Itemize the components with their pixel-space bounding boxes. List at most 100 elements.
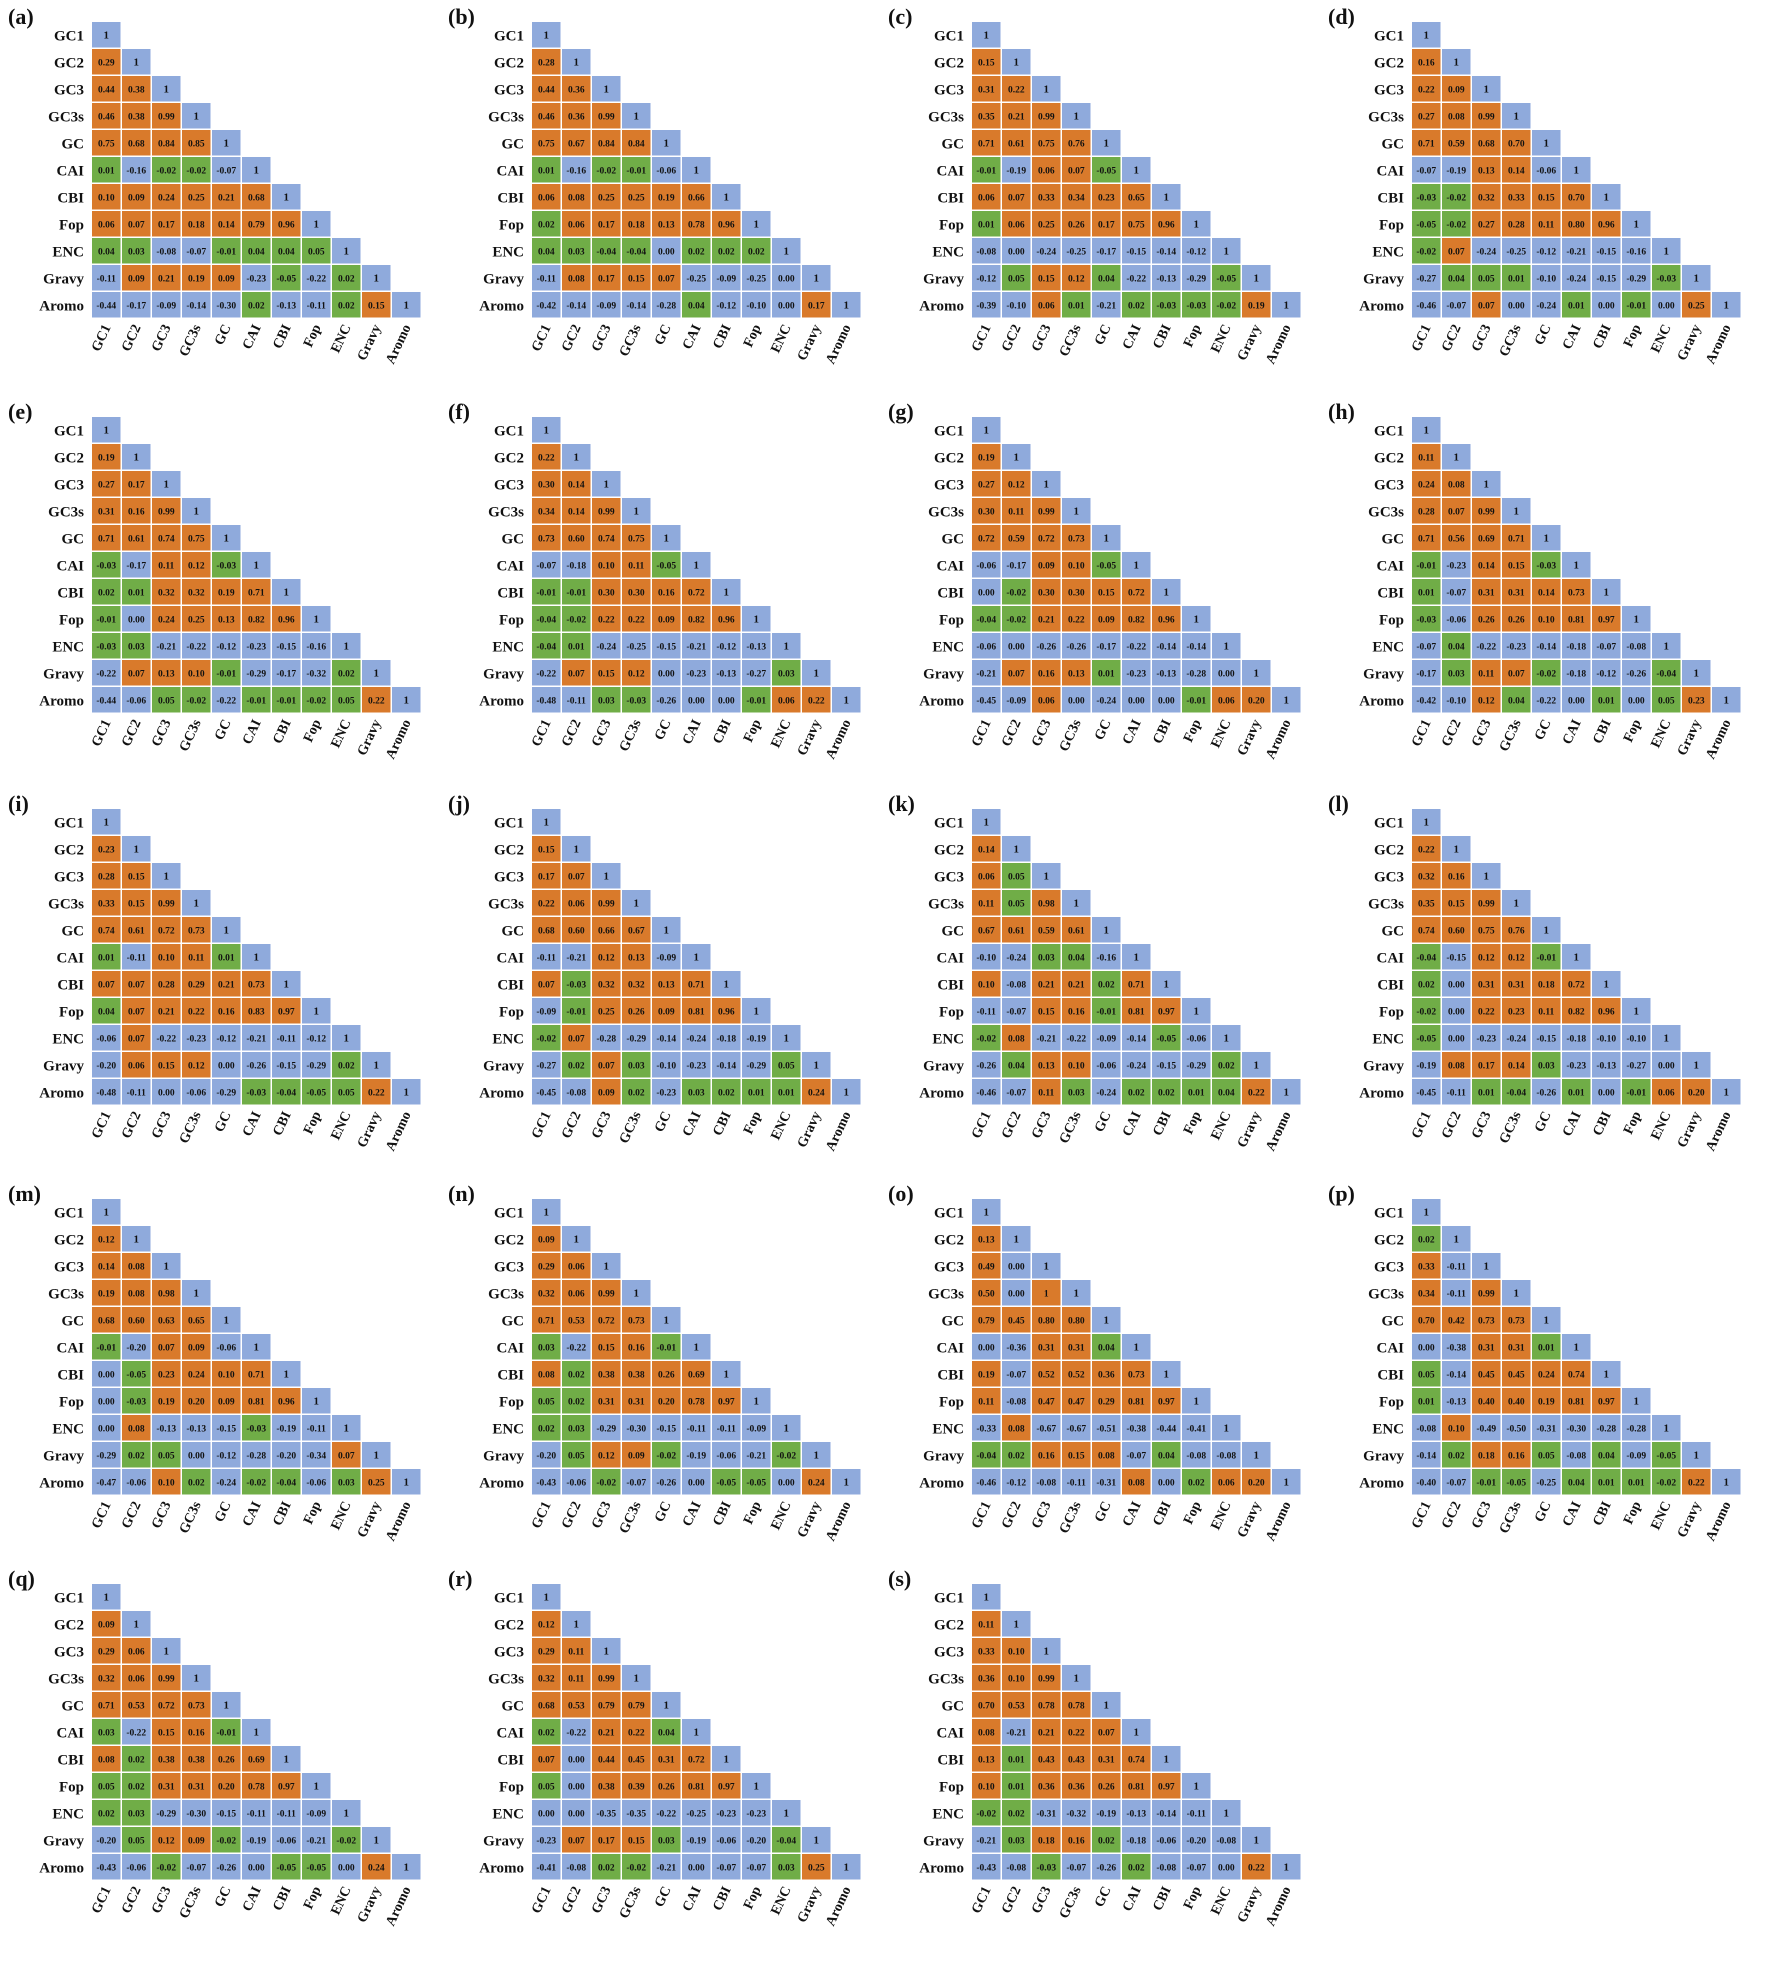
cell-value-label: 0.09 xyxy=(98,1621,115,1631)
heatmap-cell xyxy=(1502,606,1531,632)
row-label: ENC xyxy=(932,1421,964,1437)
heatmap-cell xyxy=(1152,1079,1181,1105)
cell-value-label: 0.09 xyxy=(1098,616,1115,626)
heatmap-cell xyxy=(1032,971,1061,997)
cell-value-label: 0.02 xyxy=(1448,1452,1465,1462)
cell-value-label: 0.13 xyxy=(658,981,675,991)
heatmap-cell xyxy=(1212,238,1241,264)
cell-value-label: 0.01 xyxy=(568,643,585,653)
heatmap-cell xyxy=(272,579,301,605)
cell-value-label: 1 xyxy=(1134,1727,1140,1739)
heatmap-cell xyxy=(652,633,681,659)
heatmap-cell xyxy=(562,444,591,470)
cell-value-label: -0.13 xyxy=(186,1425,206,1435)
cell-value-label: 0.09 xyxy=(218,1398,235,1408)
cell-value-label: -0.22 xyxy=(1126,275,1146,285)
heatmap-cell xyxy=(212,917,241,943)
cell-value-label: 1 xyxy=(164,871,170,883)
cell-value-label: -0.18 xyxy=(1126,1837,1146,1847)
cell-value-label: -0.29 xyxy=(1626,275,1646,285)
heatmap-cell xyxy=(362,660,391,686)
cell-value-label: 1 xyxy=(134,1234,140,1246)
heatmap-cell xyxy=(212,606,241,632)
heatmap-cell xyxy=(1532,687,1561,713)
panel-label: (c) xyxy=(888,4,912,29)
cell-value-label: 0.67 xyxy=(978,927,995,937)
heatmap-cell xyxy=(802,660,831,686)
row-label: CBI xyxy=(57,1367,84,1383)
cell-value-label: -0.12 xyxy=(1536,248,1556,258)
cell-value-label: 0.20 xyxy=(1248,697,1265,707)
cell-value-label: 0.06 xyxy=(778,697,795,707)
cell-value-label: 1 xyxy=(1164,1369,1170,1381)
cell-value-label: -0.24 xyxy=(1126,1062,1146,1072)
heatmap-cell xyxy=(772,1415,801,1441)
cell-value-label: 0.82 xyxy=(1568,1008,1585,1018)
column-label: CBI xyxy=(1151,1109,1175,1138)
heatmap-cell xyxy=(1472,211,1501,237)
cell-value-label: -0.03 xyxy=(1156,302,1176,312)
heatmap-cell xyxy=(1442,444,1471,470)
heatmap-cell xyxy=(1592,606,1621,632)
heatmap-cell xyxy=(562,1052,591,1078)
heatmap-cell xyxy=(532,687,561,713)
row-label: Aromo xyxy=(1359,1085,1404,1101)
cell-value-label: 0.00 xyxy=(188,1452,205,1462)
cell-value-label: 1 xyxy=(724,979,730,991)
column-label: GC2 xyxy=(119,1884,144,1916)
heatmap-cell xyxy=(302,265,331,291)
column-label: ENC xyxy=(1209,322,1235,355)
row-label: CBI xyxy=(57,1752,84,1768)
heatmap-cell xyxy=(152,1469,181,1495)
heatmap-cell xyxy=(1532,238,1561,264)
row-label: Fop xyxy=(59,1004,84,1020)
cell-value-label: 1 xyxy=(784,1808,790,1820)
row-label: Aromo xyxy=(479,693,524,709)
row-label: CAI xyxy=(496,163,524,179)
panel-label: (g) xyxy=(888,399,914,424)
heatmap-cell xyxy=(532,471,561,497)
row-label: GC3 xyxy=(494,1644,524,1660)
cell-value-label: -0.08 xyxy=(1216,1452,1236,1462)
cell-value-label: 1 xyxy=(1694,1060,1700,1072)
cell-value-label: -0.20 xyxy=(536,1452,556,1462)
cell-value-label: 1 xyxy=(1164,192,1170,204)
cell-value-label: 0.00 xyxy=(1218,670,1235,680)
row-label: ENC xyxy=(52,1031,84,1047)
cell-value-label: 0.10 xyxy=(98,194,115,204)
cell-value-label: 0.08 xyxy=(538,1371,555,1381)
heatmap-cell xyxy=(592,552,621,578)
row-label: GC1 xyxy=(54,815,84,831)
row-label: Gravy xyxy=(923,666,964,682)
cell-value-label: 0.96 xyxy=(718,616,735,626)
cell-value-label: 0.22 xyxy=(598,616,615,626)
cell-value-label: -0.14 xyxy=(1416,1452,1436,1462)
cell-value-label: -0.16 xyxy=(306,643,326,653)
heatmap-cell xyxy=(712,660,741,686)
cell-value-label: 0.27 xyxy=(1478,221,1495,231)
cell-value-label: 0.14 xyxy=(1508,1062,1525,1072)
heatmap-cell xyxy=(1502,184,1531,210)
cell-value-label: -0.02 xyxy=(596,167,616,177)
cell-value-label: 1 xyxy=(224,925,230,937)
column-label: GC xyxy=(212,1109,234,1134)
heatmap-cell xyxy=(1592,579,1621,605)
cell-value-label: 0.83 xyxy=(248,1008,265,1018)
cell-value-label: 0.32 xyxy=(1478,194,1495,204)
heatmap-cell xyxy=(302,998,331,1024)
row-label: ENC xyxy=(52,244,84,260)
heatmap-cell xyxy=(562,1307,591,1333)
heatmap-cell xyxy=(1092,660,1121,686)
column-label: GC3 xyxy=(149,322,174,354)
row-label: GC1 xyxy=(54,423,84,439)
cell-value-label: 0.04 xyxy=(1098,1344,1115,1354)
cell-value-label: 0.18 xyxy=(188,221,205,231)
heatmap-cell xyxy=(212,552,241,578)
heatmap-cell xyxy=(592,471,621,497)
heatmap-cell xyxy=(1442,944,1471,970)
column-label: Gravy xyxy=(1675,1499,1705,1540)
column-label: GC3s xyxy=(617,1884,645,1921)
column-label: ENC xyxy=(1209,717,1235,750)
heatmap-cell xyxy=(652,211,681,237)
row-label: Aromo xyxy=(39,298,84,314)
